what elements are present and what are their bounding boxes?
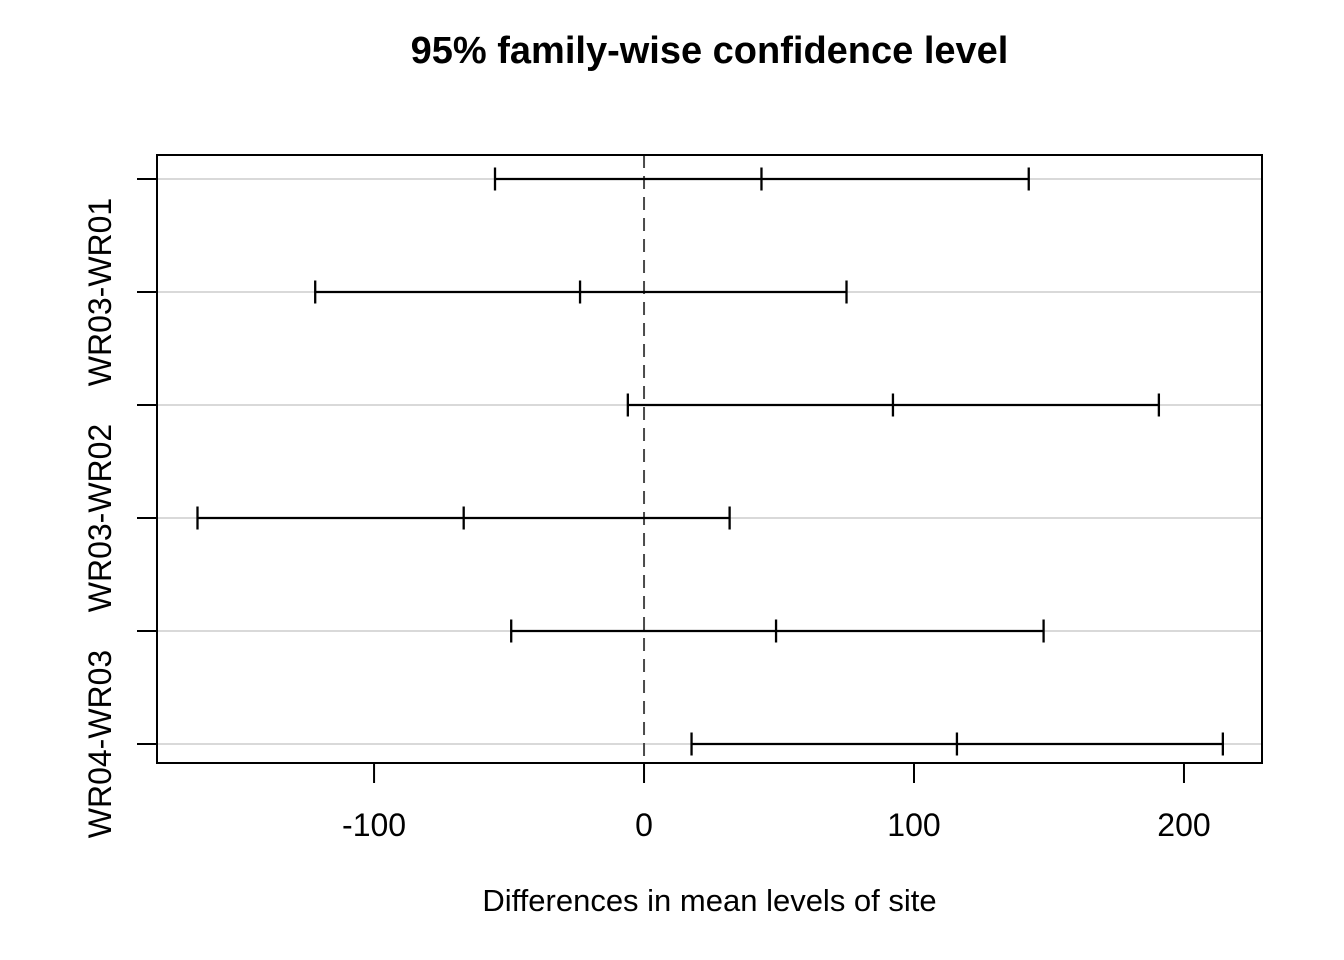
x-axis-title: Differences in mean levels of site <box>482 883 937 918</box>
y-tick-label: WR04-WR03 <box>82 650 118 838</box>
x-tick-label: -100 <box>342 807 406 843</box>
x-tick-label: 0 <box>635 807 653 843</box>
plot-border <box>156 154 1263 764</box>
x-tick-label: 200 <box>1157 807 1210 843</box>
y-tick-label: WR03-WR02 <box>82 424 118 612</box>
chart-title: 95% family-wise confidence level <box>410 30 1009 72</box>
y-tick-label: WR03-WR01 <box>82 198 118 386</box>
x-tick-label: 100 <box>887 807 940 843</box>
